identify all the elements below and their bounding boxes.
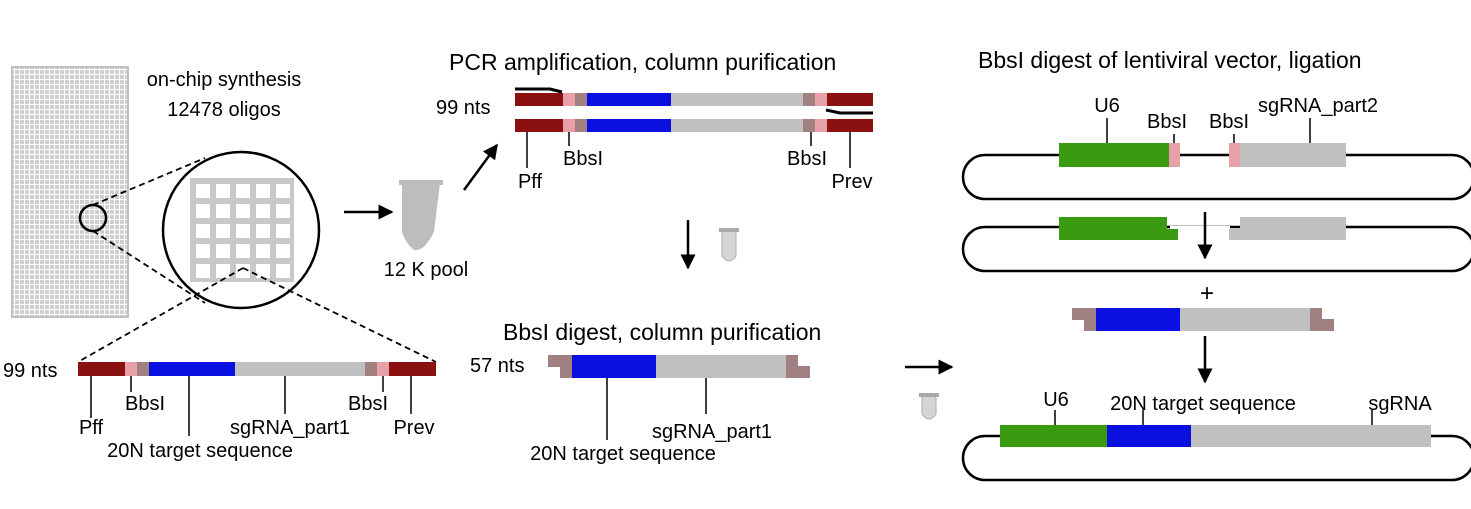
chip-spot: [276, 184, 290, 198]
chip-spot: [216, 264, 230, 278]
pcr-pff-label: Pff: [518, 171, 543, 193]
oligo-length-label: 99 nts: [3, 360, 57, 382]
chip-spot: [236, 244, 250, 258]
digest-fragment: [548, 355, 810, 440]
chip-spot: [256, 224, 270, 238]
oligo-bbsi-right-label: BbsI: [348, 393, 388, 415]
chip-spot: [236, 224, 250, 238]
chip-spot: [256, 184, 270, 198]
vector-title: BbsI digest of lentiviral vector, ligati…: [978, 47, 1362, 73]
pcr-bbsi-right-label: BbsI: [787, 148, 827, 170]
chip-zoom-grid: [190, 178, 294, 282]
arrow-pool-to-pcr: [462, 143, 499, 191]
oligo-construct: [78, 362, 436, 436]
chip-spot: [216, 184, 230, 198]
chip-spot: [196, 184, 210, 198]
chip-spot: [236, 204, 250, 218]
pcr-bbsi-left-label: BbsI: [563, 148, 603, 170]
digest-title: BbsI digest, column purification: [503, 319, 821, 345]
pcr-duplex: [515, 87, 873, 168]
chip-spot: [216, 244, 230, 258]
pcr-prev-label: Prev: [831, 171, 872, 193]
oligo-bbsi-left-label: BbsI: [125, 393, 165, 415]
chip-spot: [256, 264, 270, 278]
insert-fragment: [1072, 308, 1334, 331]
column-tube-icon: [719, 228, 739, 262]
oligo-prev-label: Prev: [393, 417, 434, 439]
digest-length-label: 57 nts: [470, 355, 524, 377]
digest-target-label: 20N target sequence: [530, 443, 716, 465]
chip-spot: [196, 224, 210, 238]
chip-spot: [256, 204, 270, 218]
pcr-length-label: 99 nts: [436, 97, 490, 119]
lentiviral-vector: [961, 118, 1471, 201]
chip-spot: [196, 244, 210, 258]
chip-spot: [236, 264, 250, 278]
vector-bbsi-right-label: BbsI: [1209, 111, 1249, 133]
column-tube-icon-2: [919, 393, 939, 420]
final-vector: [961, 410, 1471, 482]
oligo-sgrna-part1-label: sgRNA_part1: [230, 417, 350, 439]
chip-spot: [256, 244, 270, 258]
digested-vector: [961, 217, 1471, 273]
final-u6-label: U6: [1043, 389, 1069, 411]
final-target-label: 20N target sequence: [1110, 393, 1296, 415]
chip-spot: [276, 244, 290, 258]
chip-spot: [216, 224, 230, 238]
pool-label: 12 K pool: [384, 259, 469, 281]
chip-spot: [276, 224, 290, 238]
forward-primer-icon: [515, 87, 563, 94]
chip-spot: [276, 204, 290, 218]
chip-zoom-circle: [161, 150, 321, 310]
chip-spot: [216, 204, 230, 218]
chip-spot: [236, 184, 250, 198]
chip-spot: [196, 264, 210, 278]
oligo-pff-label: Pff: [79, 417, 104, 439]
chip-label-line1: on-chip synthesis: [147, 69, 302, 91]
pcr-title: PCR amplification, column purification: [449, 49, 836, 75]
oligo-target-label: 20N target sequence: [107, 440, 293, 462]
digest-sgrna-part1-label: sgRNA_part1: [652, 421, 772, 443]
chip-spot: [276, 264, 290, 278]
pool-tube-icon: [399, 180, 443, 251]
vector-bbsi-left-label: BbsI: [1147, 111, 1187, 133]
oligo-chip: [11, 66, 437, 363]
final-sgrna-label: sgRNA: [1368, 393, 1432, 415]
reverse-primer-icon: [825, 108, 873, 115]
plus-sign: +: [1200, 280, 1214, 307]
vector-u6-label: U6: [1094, 95, 1120, 117]
chip-label-line2: 12478 oligos: [167, 99, 280, 121]
chip-spot: [196, 204, 210, 218]
vector-sgrna-part2-label: sgRNA_part2: [1258, 95, 1378, 117]
